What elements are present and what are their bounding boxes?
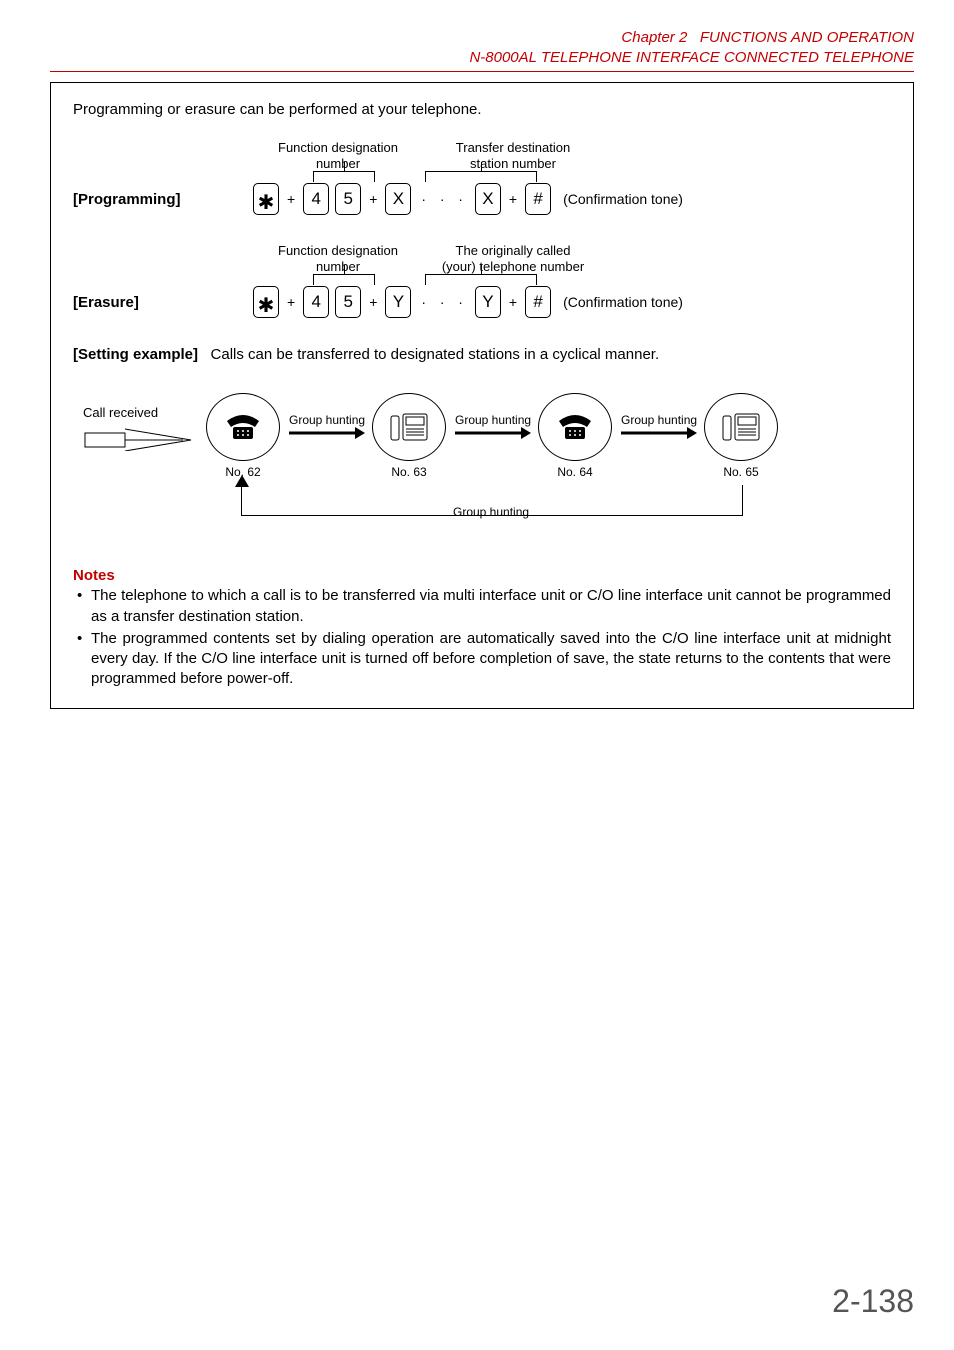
bracket-func <box>313 171 375 182</box>
node-caption: No. 65 <box>701 465 781 479</box>
note-item: • The telephone to which a call is to be… <box>77 586 891 627</box>
key-star: ✱ <box>253 183 279 215</box>
return-group-hunting-label: Group hunting <box>453 505 529 519</box>
node-caption: No. 64 <box>535 465 615 479</box>
plus-sign: + <box>507 294 519 310</box>
station-node: No. 64 <box>535 393 615 479</box>
erasure-key-sequence: ✱ + 4 5 + Y · · · Y + # (Confirmation to… <box>253 286 683 318</box>
key-x: X <box>475 183 501 215</box>
note-text: The telephone to which a call is to be t… <box>91 586 891 627</box>
key-y: Y <box>385 286 411 318</box>
setting-example: [Setting example] Calls can be transferr… <box>73 346 891 363</box>
station-node: No. 65 <box>701 393 781 479</box>
confirmation-tone: (Confirmation tone) <box>563 191 683 207</box>
transfer-dest-label: Transfer destination station number <box>423 140 603 171</box>
bullet-icon: • <box>77 629 91 690</box>
programming-key-sequence: ✱ + 4 5 + X · · · X + # (Confirmation to… <box>253 183 683 215</box>
func-designation-label: Function designation number <box>263 243 413 274</box>
programming-label: [Programming] <box>73 191 253 208</box>
key-hash: # <box>525 286 551 318</box>
page-number: 2-138 <box>832 1283 914 1320</box>
key-y: Y <box>475 286 501 318</box>
example-text: Calls can be transferred to designated s… <box>211 346 660 363</box>
station-node: No. 63 <box>369 393 449 479</box>
chapter-prefix: Chapter 2 <box>621 29 687 46</box>
arrow-right-icon <box>289 425 365 441</box>
ellipsis: · · · <box>417 191 469 207</box>
key-4: 4 <box>303 286 329 318</box>
content-box: Programming or erasure can be performed … <box>50 82 914 709</box>
chapter-title: FUNCTIONS AND OPERATION <box>700 29 914 46</box>
bullet-icon: • <box>77 586 91 627</box>
arrow-right-icon <box>621 425 697 441</box>
programming-block: Function designation number Transfer des… <box>73 140 891 215</box>
key-star: ✱ <box>253 286 279 318</box>
key-5: 5 <box>335 183 361 215</box>
node-caption: No. 63 <box>369 465 449 479</box>
page-header: Chapter 2 FUNCTIONS AND OPERATION N-8000… <box>50 28 914 67</box>
func-designation-label: Function designation number <box>263 140 413 171</box>
station-node: No. 62 <box>203 393 283 479</box>
plus-sign: + <box>507 191 519 207</box>
bracket-dest <box>425 171 537 182</box>
arrow-up-icon <box>235 475 249 489</box>
header-subtitle: N-8000AL TELEPHONE INTERFACE CONNECTED T… <box>50 48 914 68</box>
phone-classic-icon <box>206 393 280 461</box>
phone-multiline-icon <box>704 393 778 461</box>
note-item: • The programmed contents set by dialing… <box>77 629 891 690</box>
notes-heading: Notes <box>73 567 891 584</box>
example-label: [Setting example] <box>73 346 198 363</box>
erasure-label: [Erasure] <box>73 294 253 311</box>
bracket-orig <box>425 274 537 285</box>
call-received-label: Call received <box>83 405 158 420</box>
header-rule <box>50 71 914 72</box>
key-4: 4 <box>303 183 329 215</box>
bracket-func <box>313 274 375 285</box>
start-arrow-icon <box>83 425 193 451</box>
plus-sign: + <box>367 294 379 310</box>
notes-list: • The telephone to which a call is to be… <box>73 586 891 689</box>
intro-text: Programming or erasure can be performed … <box>73 101 891 118</box>
ellipsis: · · · <box>417 294 469 310</box>
flow-diagram: Call received No. 62 Group hunting No. 6… <box>73 387 891 557</box>
phone-classic-icon <box>538 393 612 461</box>
phone-multiline-icon <box>372 393 446 461</box>
key-hash: # <box>525 183 551 215</box>
plus-sign: + <box>367 191 379 207</box>
confirmation-tone: (Confirmation tone) <box>563 294 683 310</box>
key-x: X <box>385 183 411 215</box>
note-text: The programmed contents set by dialing o… <box>91 629 891 690</box>
plus-sign: + <box>285 191 297 207</box>
arrow-right-icon <box>455 425 531 441</box>
erasure-block: Function designation number The original… <box>73 243 891 318</box>
plus-sign: + <box>285 294 297 310</box>
original-number-label: The originally called (your) telephone n… <box>423 243 603 274</box>
key-5: 5 <box>335 286 361 318</box>
